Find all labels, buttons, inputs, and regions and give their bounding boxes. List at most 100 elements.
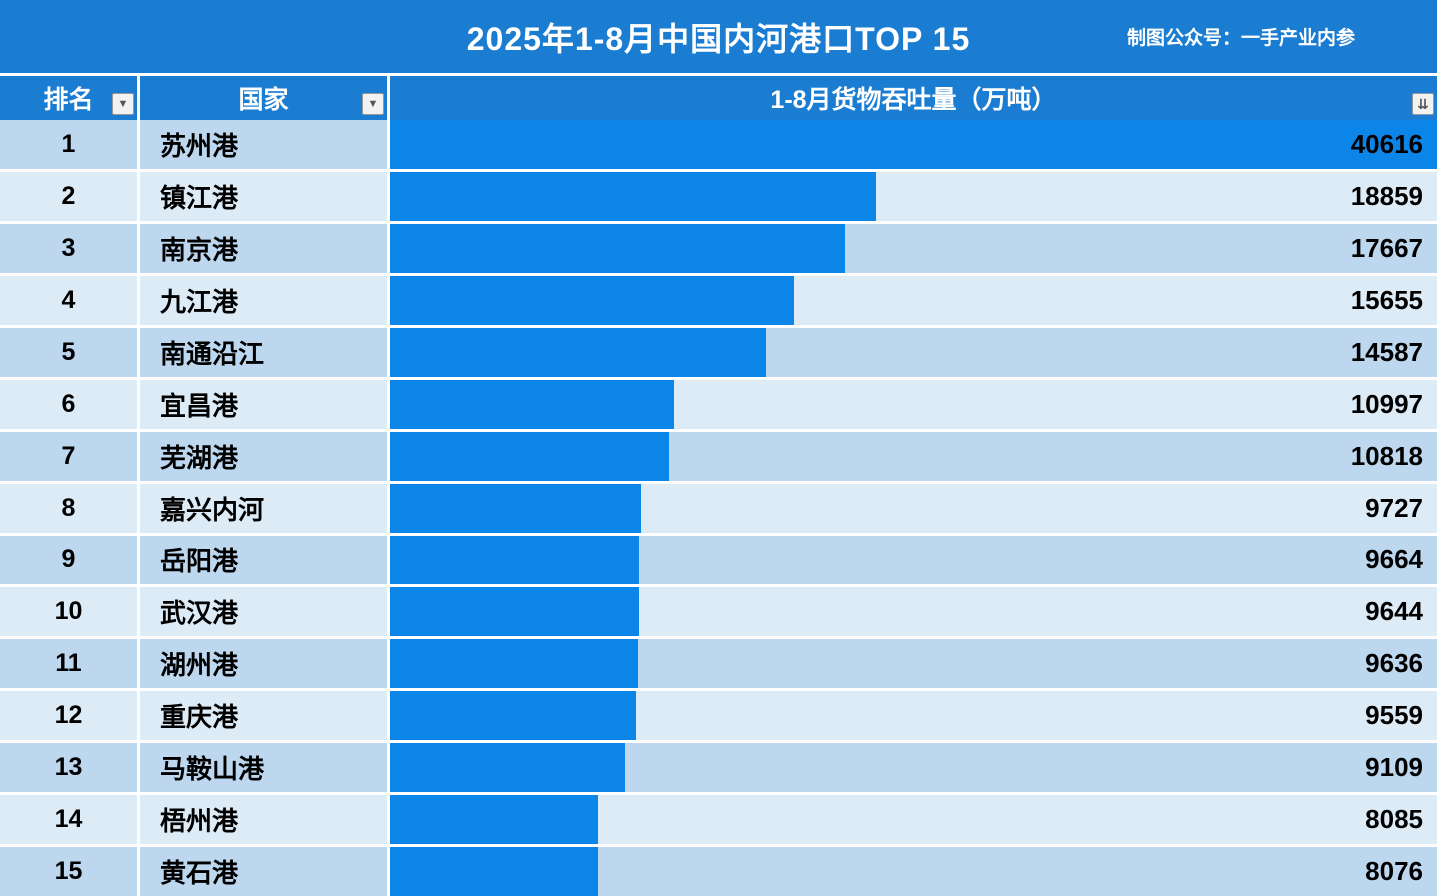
- rank-header-cell: 排名 ▼: [0, 76, 140, 120]
- value-sort-filter-icon[interactable]: ⇊: [1412, 93, 1434, 115]
- table-row: 11 湖州港 9636: [0, 639, 1437, 692]
- rank-cell: 12: [0, 691, 140, 741]
- rank-cell: 2: [0, 171, 140, 221]
- port-name-cell: 南通沿江: [140, 327, 390, 377]
- value-data-bar: [390, 483, 641, 533]
- rank-header-label: 排名: [43, 86, 94, 114]
- value-data-bar: [390, 535, 640, 585]
- value-cell: 10997: [390, 379, 1437, 429]
- name-filter-dropdown-icon[interactable]: ▼: [362, 93, 384, 115]
- table-row: 10 武汉港 9644: [0, 587, 1437, 640]
- value-label: 10818: [1350, 440, 1423, 471]
- table-row: 9 岳阳港 9664: [0, 535, 1437, 588]
- value-label: 9109: [1365, 752, 1423, 783]
- value-data-bar: [390, 120, 1437, 169]
- value-cell: 9727: [390, 483, 1437, 533]
- port-name-cell: 武汉港: [140, 587, 390, 637]
- value-data-bar: [390, 795, 599, 845]
- value-label: 8085: [1365, 804, 1423, 835]
- value-data-bar: [390, 587, 639, 637]
- rank-cell: 4: [0, 275, 140, 325]
- table-row: 2 镇江港 18859: [0, 171, 1437, 224]
- value-label: 9559: [1365, 700, 1423, 731]
- table-header-row: 排名 ▼ 国家 ▼ 1-8月货物吞吐量（万吨） ⇊: [0, 73, 1437, 120]
- rank-cell: 7: [0, 431, 140, 481]
- value-cell: 9664: [390, 535, 1437, 585]
- chart-subtitle: 制图公众号：一手产业内参: [1126, 28, 1355, 49]
- table-row: 6 宜昌港 10997: [0, 379, 1437, 432]
- port-name-cell: 黄石港: [140, 847, 390, 896]
- port-name-cell: 镇江港: [140, 171, 390, 221]
- rank-cell: 14: [0, 795, 140, 845]
- table-row: 3 南京港 17667: [0, 223, 1437, 276]
- rank-cell: 5: [0, 327, 140, 377]
- value-cell: 8085: [390, 795, 1437, 845]
- port-name-cell: 岳阳港: [140, 535, 390, 585]
- value-label: 15655: [1350, 284, 1423, 315]
- port-name-cell: 马鞍山港: [140, 743, 390, 793]
- port-name-cell: 湖州港: [140, 639, 390, 689]
- value-data-bar: [390, 223, 846, 273]
- value-cell: 17667: [390, 223, 1437, 273]
- rank-cell: 11: [0, 639, 140, 689]
- rank-cell: 13: [0, 743, 140, 793]
- value-data-bar: [390, 847, 599, 896]
- value-data-bar: [390, 327, 766, 377]
- table-row: 15 黄石港 8076: [0, 847, 1437, 896]
- value-data-bar: [390, 743, 625, 793]
- table-row: 1 苏州港 40616: [0, 120, 1437, 172]
- value-cell: 40616: [390, 120, 1437, 169]
- table-row: 4 九江港 15655: [0, 275, 1437, 328]
- value-cell: 8076: [390, 847, 1437, 896]
- value-label: 10997: [1350, 388, 1423, 419]
- value-header-label: 1-8月货物吞吐量（万吨）: [770, 86, 1057, 114]
- name-header-cell: 国家 ▼: [140, 76, 390, 120]
- value-cell: 10818: [390, 431, 1437, 481]
- value-label: 9664: [1365, 544, 1423, 575]
- port-name-cell: 重庆港: [140, 691, 390, 741]
- table-row: 8 嘉兴内河 9727: [0, 483, 1437, 536]
- rank-cell: 6: [0, 379, 140, 429]
- value-data-bar: [390, 379, 674, 429]
- port-name-cell: 宜昌港: [140, 379, 390, 429]
- table-row: 7 芜湖港 10818: [0, 431, 1437, 484]
- value-cell: 9109: [390, 743, 1437, 793]
- table-body: 1 苏州港 40616 2 镇江港 18859 3 南京港 17667 4 九江港 15655 5 南通沿…: [0, 120, 1437, 896]
- rank-cell: 15: [0, 847, 140, 896]
- rank-cell: 10: [0, 587, 140, 637]
- value-label: 8076: [1365, 856, 1423, 887]
- port-name-cell: 梧州港: [140, 795, 390, 845]
- value-label: 9636: [1365, 648, 1423, 679]
- value-label: 40616: [1350, 128, 1423, 159]
- value-label: 9727: [1365, 492, 1423, 523]
- table-row: 13 马鞍山港 9109: [0, 743, 1437, 796]
- value-header-cell: 1-8月货物吞吐量（万吨） ⇊: [390, 76, 1437, 120]
- value-cell: 9636: [390, 639, 1437, 689]
- value-cell: 14587: [390, 327, 1437, 377]
- value-label: 9644: [1365, 596, 1423, 627]
- rank-filter-dropdown-icon[interactable]: ▼: [112, 93, 134, 115]
- value-data-bar: [390, 275, 794, 325]
- port-name-cell: 九江港: [140, 275, 390, 325]
- value-cell: 9559: [390, 691, 1437, 741]
- value-label: 14587: [1350, 336, 1423, 367]
- port-name-cell: 芜湖港: [140, 431, 390, 481]
- value-data-bar: [390, 431, 669, 481]
- value-data-bar: [390, 171, 877, 221]
- chart-title: 2025年1-8月中国内河港口TOP 15: [466, 20, 971, 57]
- value-data-bar: [390, 691, 637, 741]
- rank-cell: 1: [0, 120, 140, 169]
- table-row: 14 梧州港 8085: [0, 795, 1437, 848]
- rank-cell: 3: [0, 223, 140, 273]
- value-cell: 9644: [390, 587, 1437, 637]
- value-label: 17667: [1350, 232, 1423, 263]
- port-name-cell: 苏州港: [140, 120, 390, 169]
- value-cell: 18859: [390, 171, 1437, 221]
- port-name-cell: 南京港: [140, 223, 390, 273]
- name-header-label: 国家: [238, 86, 289, 114]
- value-cell: 15655: [390, 275, 1437, 325]
- rank-cell: 8: [0, 483, 140, 533]
- value-data-bar: [390, 639, 639, 689]
- rank-cell: 9: [0, 535, 140, 585]
